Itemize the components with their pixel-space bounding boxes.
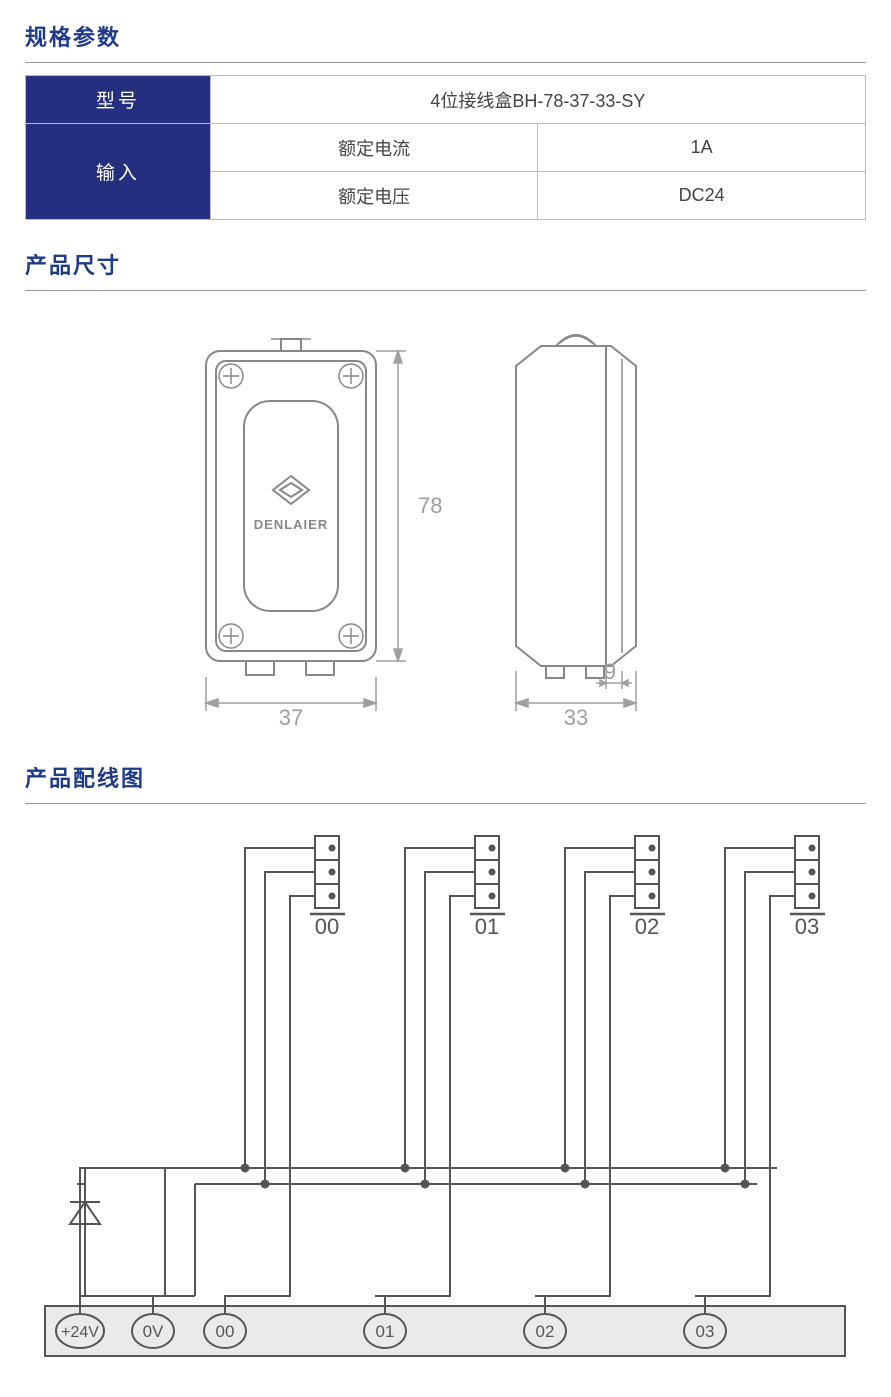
spec-header-input: 输入 [26,124,211,220]
spec-current-value: 1A [538,124,866,172]
spec-table: 型号 4位接线盒BH-78-37-33-SY 输入 额定电流 1A 额定电压 D… [25,75,866,220]
dim-height: 78 [418,493,442,518]
spec-voltage-label: 额定电压 [210,172,538,220]
dim-width-front: 37 [278,705,302,730]
spec-voltage-value: DC24 [538,172,866,220]
wiring-diagram: 00 01 02 03 +24V 0V 00 01 02 03 [25,816,865,1376]
brand-text: DENLAIER [253,517,327,532]
dimensions-drawing: DENLAIER 78 37 [166,311,726,761]
spec-header-model: 型号 [26,76,211,124]
term-label-4: 02 [536,1322,555,1341]
term-label-5: 03 [696,1322,715,1341]
spec-current-label: 额定电流 [210,124,538,172]
spec-model-value: 4位接线盒BH-78-37-33-SY [210,76,865,124]
conn-label-0: 00 [315,914,339,939]
conn-label-2: 02 [635,914,659,939]
section-title-dims: 产品尺寸 [25,248,866,291]
term-label-0: +24V [61,1324,99,1341]
conn-label-1: 01 [475,914,499,939]
term-label-3: 01 [376,1322,395,1341]
conn-label-3: 03 [795,914,819,939]
section-title-specs: 规格参数 [25,20,866,63]
term-label-1: 0V [143,1322,164,1341]
term-label-2: 00 [216,1322,235,1341]
dim-width-side: 33 [563,705,587,730]
dim-depth: 9 [603,659,615,684]
section-title-wiring: 产品配线图 [25,761,866,804]
